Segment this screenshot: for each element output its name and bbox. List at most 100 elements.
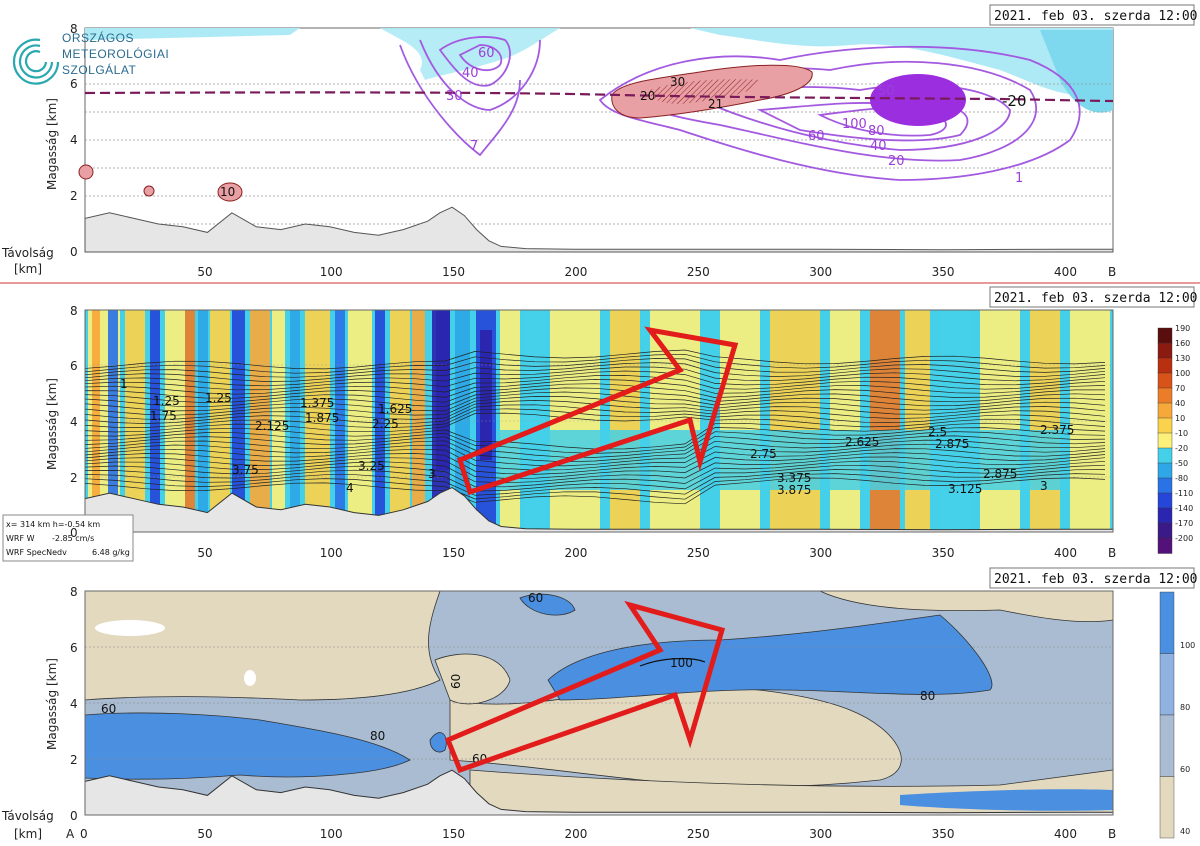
colorbar-tick: -140 (1175, 504, 1193, 513)
bottom-contour-labels: 60 80 60 100 80 60 60 (101, 591, 935, 766)
km-label: [km] (14, 827, 42, 841)
contour-line (84, 353, 1106, 375)
contour-line (84, 422, 1106, 450)
humidity-low-region (434, 653, 511, 705)
colorbar-swatch (1157, 357, 1173, 374)
info-box-frame (2, 514, 134, 562)
panel-2-title-box (989, 286, 1195, 308)
x-end-label: B (1108, 827, 1116, 841)
contour-label: 2.125 (255, 419, 289, 433)
info-line-2-label: WRF W (6, 534, 35, 543)
contour-label: 60 (808, 129, 825, 144)
panel-3-x-axis: 50 100 150 200 250 300 350 400 (197, 827, 1077, 841)
colorbar-tick: -170 (1175, 519, 1193, 528)
x-tick: 350 (932, 827, 955, 841)
contour-line (84, 375, 1106, 396)
colorbar-swatch (1159, 591, 1175, 654)
x-tick: 150 (442, 827, 465, 841)
info-line-2-value: -2.85 cm/s (52, 534, 94, 543)
colorbar-tick: 130 (1175, 354, 1190, 363)
contour-line (84, 460, 1106, 488)
cloud-cyan-field (380, 28, 560, 80)
colorbar-tick: 100 (1180, 641, 1195, 650)
x-tick: 250 (687, 265, 710, 279)
info-line-3-value: 6.48 g/kg (92, 548, 130, 557)
colorbar-tick: 40 (1175, 399, 1185, 408)
colorbar-swatch (1157, 462, 1173, 479)
y-tick: 0 (70, 526, 78, 540)
humidity-high-region (900, 789, 1113, 811)
x-tick: 400 (1054, 265, 1077, 279)
purple-core (870, 74, 966, 126)
y-tick: 0 (70, 809, 78, 823)
colorbar-swatch (1159, 776, 1175, 839)
colorbar-tick: 190 (1175, 324, 1190, 333)
terrain-profile (84, 487, 1114, 533)
red-cell (217, 182, 243, 202)
x-tick: 100 (320, 546, 343, 560)
x-tick: 400 (1054, 827, 1077, 841)
y-tick: 6 (70, 77, 78, 91)
contour-line (84, 448, 1106, 475)
contour-label: 50 (878, 84, 895, 99)
info-box: x= 314 km h=-0.54 km WRF W -2.85 cm/s WR… (2, 514, 134, 562)
y-axis-label: Magasság [km] (45, 98, 59, 190)
contour-label: 80 (920, 689, 935, 703)
logo-swirl-icon (12, 38, 60, 85)
colorbar-tick: 60 (1180, 765, 1190, 774)
panel-2: 1 1.25 1.75 1.25 1.375 1.625 2.125 1.875… (84, 286, 1198, 533)
y-tick: 6 (70, 359, 78, 373)
contour-label: 2.875 (935, 437, 969, 451)
x-tick: 350 (932, 265, 955, 279)
colorbar-tick: 160 (1175, 339, 1190, 348)
contour-label: 1 (120, 377, 128, 391)
panel-2-grid (85, 364, 1113, 478)
x-tick: 100 (320, 827, 343, 841)
x-tick: 50 (197, 827, 212, 841)
contour-label: 1.25 (153, 394, 180, 408)
info-line-1: x= 314 km h=-0.54 km (6, 520, 100, 529)
panel-1-title: 2021. feb 03. szerda 12:00 (994, 9, 1198, 24)
info-line-3-label: WRF SpecNedv (6, 548, 67, 557)
contour-line (84, 439, 1106, 467)
contour-label: 80 (868, 124, 885, 139)
panel-3: 60 80 60 100 80 60 60 2021. feb 03. szer… (84, 567, 1198, 816)
y-tick: 2 (70, 189, 78, 203)
contour-label: 30 (670, 75, 685, 89)
contour-label: 3.25 (358, 459, 385, 473)
colorbar-tick: -110 (1175, 489, 1193, 498)
terrain-profile (84, 206, 1114, 253)
x-end-label: B (1108, 546, 1116, 560)
x-tick: 100 (320, 265, 343, 279)
contour-label: 100 (670, 656, 693, 670)
w-band (210, 310, 230, 532)
contour-label: 2.625 (845, 435, 879, 449)
contour-label: 1.625 (378, 402, 412, 416)
colorbar-tick: -50 (1175, 459, 1188, 468)
x-zero-label: 0 (80, 827, 88, 841)
x-tick: 50 (197, 546, 212, 560)
w-band (390, 310, 410, 532)
logo-line-3: SZOLGÁLAT (62, 62, 136, 77)
x-tick: 50 (197, 265, 212, 279)
colorbar-tick: 10 (1175, 414, 1185, 423)
x-tick: 150 (442, 265, 465, 279)
colorbar-2: 190 160 130 100 70 40 10 -10 -20 -50 -80 -110 -140 -1… (1157, 324, 1193, 554)
colorbar-tick: 70 (1175, 384, 1185, 393)
terrain-profile (84, 769, 1114, 816)
contour-label: 1.75 (150, 409, 177, 423)
x-tick: 200 (565, 546, 588, 560)
saturation-gap (244, 670, 256, 686)
cloud-cyan-field (85, 28, 300, 40)
x-tick: 250 (687, 827, 710, 841)
x-tick: 350 (932, 546, 955, 560)
contour-label: 60 (528, 591, 543, 605)
contour-label: 2.875 (983, 467, 1017, 481)
cloud-cyan-field (1040, 30, 1113, 113)
red-arrow-icon (456, 326, 739, 496)
y-tick: 8 (70, 22, 78, 36)
contour-label: 80 (370, 729, 385, 743)
contour-label: 20 (888, 154, 905, 169)
w-band (436, 310, 450, 470)
km-label: [km] (14, 262, 42, 276)
